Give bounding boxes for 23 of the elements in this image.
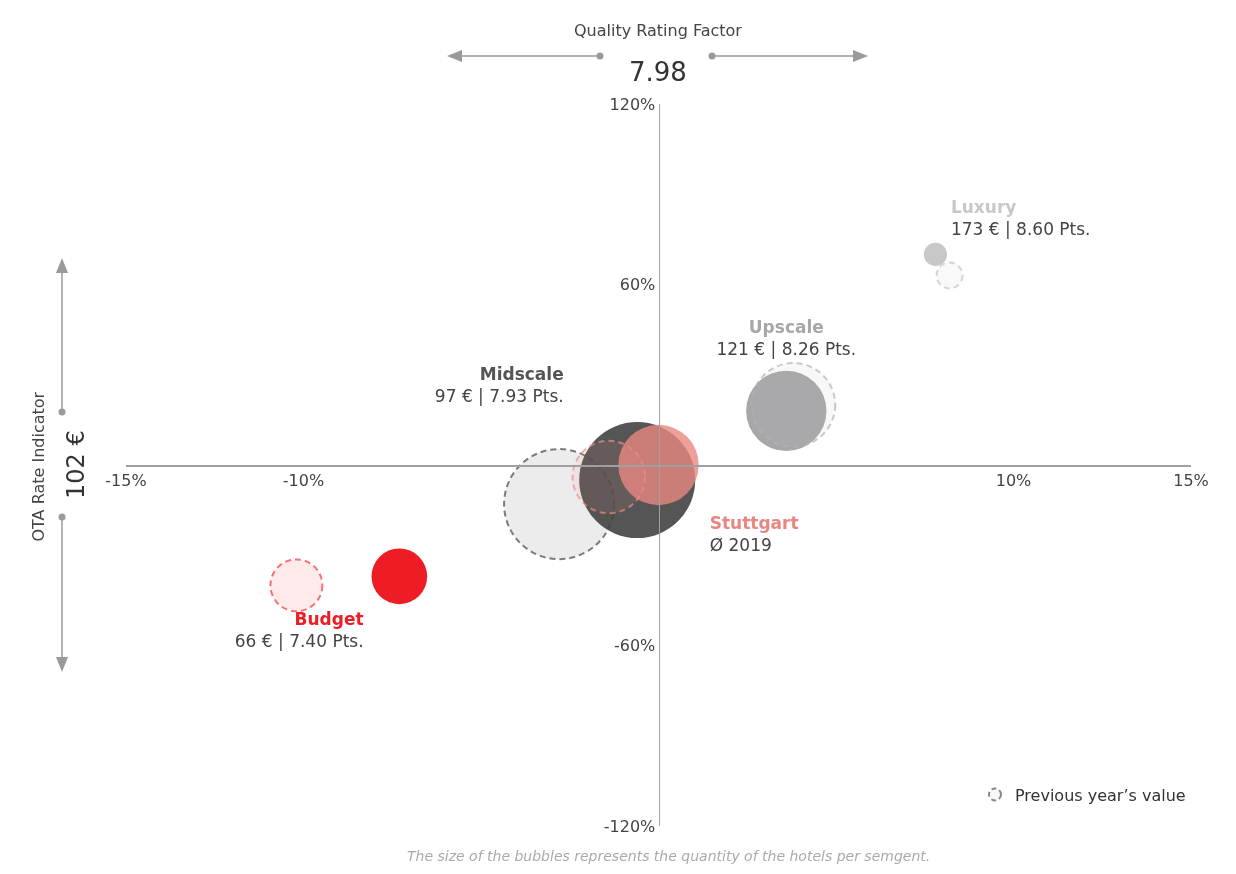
chart-title: Quality Rating Factor <box>574 21 743 40</box>
annotation: 97 € | 7.93 Pts. <box>434 386 564 407</box>
text: Midscale <box>479 364 564 385</box>
x-tick-label: 15% <box>1173 470 1209 490</box>
y-tick-label: 120% <box>609 94 656 114</box>
y-tick-label: 60% <box>619 275 656 295</box>
text: The size of the bubbles represents the quantity of the hotels per semgent. <box>407 848 931 864</box>
text: 102 € <box>62 430 90 499</box>
legend-label: Previous year’s value <box>1015 785 1186 805</box>
annotation: 121 € | 8.26 Pts. <box>716 339 857 360</box>
chart-subtitle: 7.98 <box>629 57 687 87</box>
series-label: Stuttgart <box>709 512 799 533</box>
series-label: Budget <box>294 608 364 629</box>
x-tick-label: -15% <box>105 470 147 490</box>
text: Upscale <box>748 317 824 338</box>
x-tick-label: -10% <box>282 470 325 490</box>
y-tick-label: -120% <box>603 816 656 836</box>
x-tick-label: 10% <box>995 470 1032 490</box>
annotation: 66 € | 7.40 Pts. <box>234 630 364 651</box>
y-axis-title: OTA Rate Indicator <box>28 391 48 542</box>
y-tick-label: -60% <box>613 636 656 656</box>
annotation: 173 € | 8.60 Pts. <box>950 218 1091 239</box>
annotation: Ø 2019 <box>709 535 772 556</box>
